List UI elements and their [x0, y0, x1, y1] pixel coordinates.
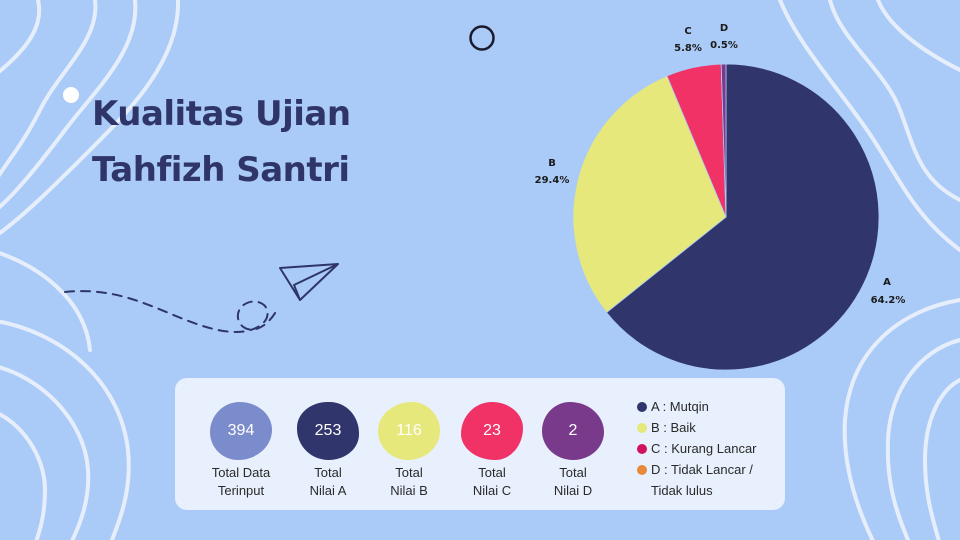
pie-slice-a	[605, 63, 880, 371]
pie-value-label: 64.2%	[871, 295, 906, 306]
legend: A : Mutqin B : Baik C : Kurang Lancar D …	[637, 396, 777, 501]
stat-label-line: Nilai D	[553, 483, 593, 498]
stats-panel: 394 Total Data Terinput 253 Total Nilai …	[175, 378, 785, 510]
stat-value: 116	[396, 422, 422, 439]
stat-label-line: Total	[559, 465, 587, 480]
legend-text: Tidak lulus	[651, 483, 713, 498]
stat-label-line: Nilai C	[472, 483, 512, 498]
stat-label-line: Terinput	[217, 483, 265, 498]
pie-value-label: 5.8%	[674, 43, 702, 54]
stat-label: Total Nilai B	[364, 464, 454, 500]
stat-total-nilai-d: 2 Total Nilai D	[528, 402, 618, 500]
legend-text: D : Tidak Lancar /	[651, 462, 753, 477]
white-dot-icon	[63, 87, 79, 103]
stat-blob: 116	[378, 402, 440, 460]
stat-value: 253	[314, 422, 342, 439]
stat-total-data: 394 Total Data Terinput	[196, 402, 286, 500]
stat-label: Total Data Terinput	[196, 464, 286, 500]
legend-item-d-continued: Tidak lulus	[637, 480, 777, 501]
stat-blob: 253	[297, 402, 359, 460]
stat-total-nilai-a: 253 Total Nilai A	[283, 402, 373, 500]
legend-dot-icon	[637, 402, 647, 412]
title-line-1: Kualitas Ujian	[92, 94, 351, 134]
stat-blob: 2	[542, 402, 604, 460]
legend-text: B : Baik	[651, 420, 696, 435]
stat-label-line: Nilai B	[390, 483, 428, 498]
pie-slice-b	[572, 75, 727, 314]
circle-outline-icon	[469, 25, 495, 51]
pie-value-label: 29.4%	[535, 175, 570, 186]
stat-value: 394	[227, 422, 255, 439]
page-title: Kualitas Ujian Tahfizh Santri	[92, 86, 351, 198]
legend-item-b: B : Baik	[637, 417, 777, 438]
stat-blob: 23	[461, 402, 523, 460]
legend-item-d: D : Tidak Lancar /	[637, 459, 777, 480]
legend-dot-icon	[637, 423, 647, 433]
pie-category-label: B	[548, 158, 556, 169]
legend-dot-icon	[637, 444, 647, 454]
stat-label-line: Total	[478, 465, 506, 480]
pie-value-label: 0.5%	[710, 40, 738, 51]
legend-text: A : Mutqin	[651, 399, 709, 414]
stat-label-line: Total	[395, 465, 423, 480]
stat-label-line: Total Data	[211, 465, 271, 480]
pie-category-label: A	[883, 277, 891, 288]
pie-category-label: D	[720, 23, 728, 34]
stat-label: Total Nilai C	[447, 464, 537, 500]
dashed-flight-path	[64, 290, 279, 333]
stat-label-line: Total	[314, 465, 342, 480]
legend-item-a: A : Mutqin	[637, 396, 777, 417]
legend-text: C : Kurang Lancar	[651, 441, 757, 456]
stat-label: Total Nilai A	[283, 464, 373, 500]
stat-label-line: Nilai A	[309, 483, 347, 498]
stat-total-nilai-c: 23 Total Nilai C	[447, 402, 537, 500]
pie-slices	[572, 63, 880, 371]
stat-label: Total Nilai D	[528, 464, 618, 500]
legend-dot-icon	[637, 465, 647, 475]
pie-slice-d	[720, 63, 727, 218]
title-line-2: Tahfizh Santri	[92, 150, 350, 190]
paper-plane-icon	[279, 263, 339, 301]
stat-blob: 394	[210, 402, 272, 460]
pie-category-label: C	[684, 26, 691, 37]
legend-item-c: C : Kurang Lancar	[637, 438, 777, 459]
stat-value: 2	[568, 422, 578, 439]
stat-total-nilai-b: 116 Total Nilai B	[364, 402, 454, 500]
stat-value: 23	[483, 422, 501, 439]
pie-labels: A 64.2% B 29.4% C 5.8% D 0.5%	[535, 23, 906, 306]
